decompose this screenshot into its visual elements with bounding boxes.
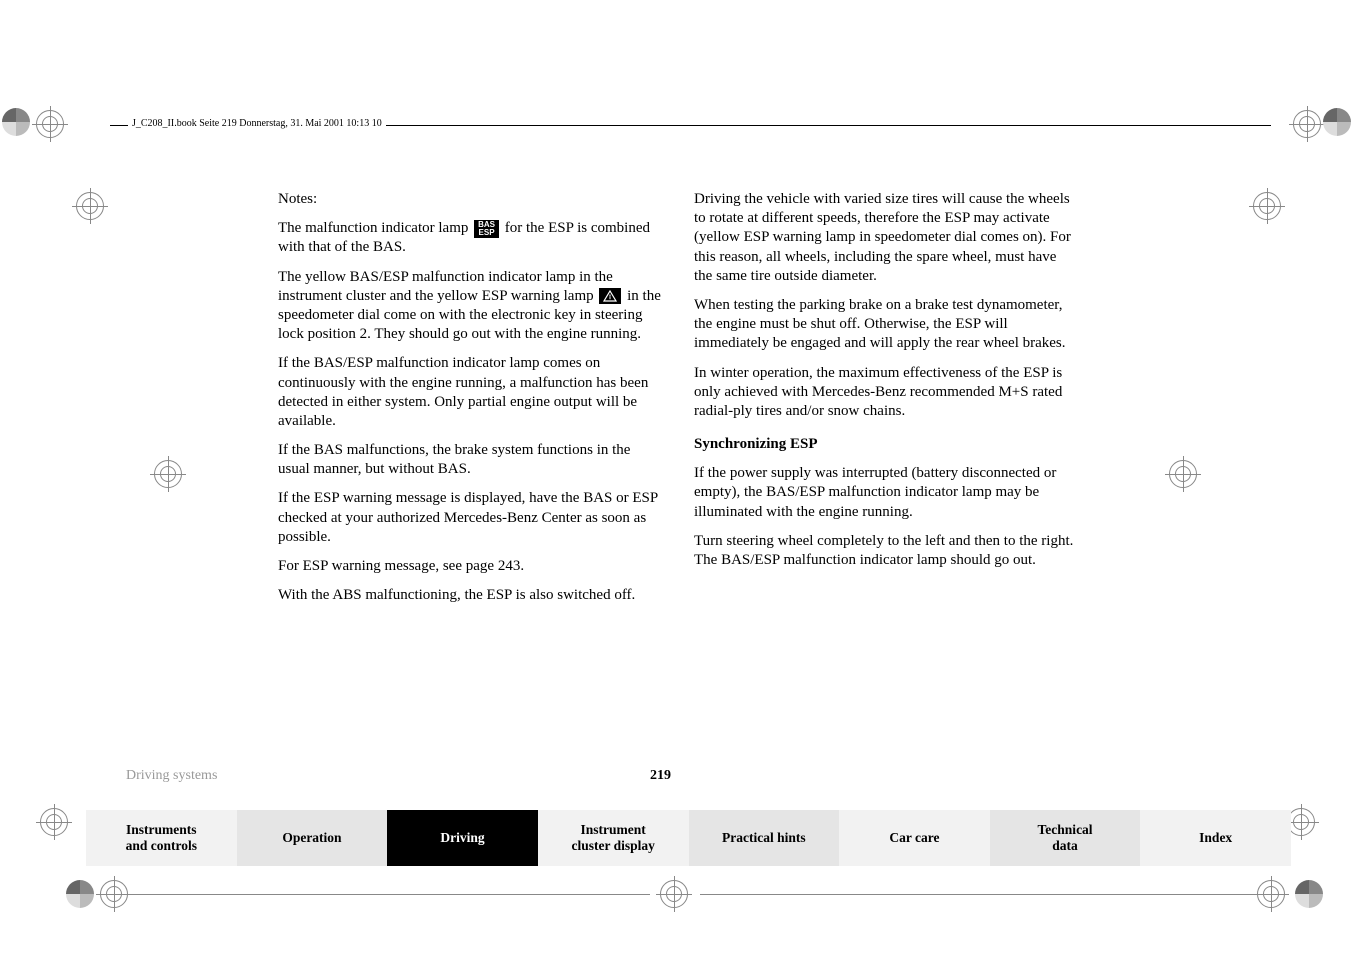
registration-mark xyxy=(40,808,68,836)
subheading: Synchronizing ESP xyxy=(694,435,1078,454)
crop-line xyxy=(700,894,1256,895)
registration-mark xyxy=(154,460,182,488)
notes-label: Notes: xyxy=(278,190,662,209)
paragraph: Turn steering wheel completely to the le… xyxy=(694,532,1078,570)
color-swatch-icon xyxy=(2,108,30,136)
tab-car-care[interactable]: Car care xyxy=(839,810,990,866)
paragraph: The malfunction indicator lamp BAS ESP f… xyxy=(278,219,662,257)
registration-mark xyxy=(1287,808,1315,836)
body-content: Notes: The malfunction indicator lamp BA… xyxy=(278,190,1078,615)
tab-index[interactable]: Index xyxy=(1140,810,1291,866)
paragraph: If the power supply was interrupted (bat… xyxy=(694,464,1078,522)
paragraph: The yellow BAS/ESP malfunction indicator… xyxy=(278,268,662,345)
header-meta: J_C208_II.book Seite 219 Donnerstag, 31.… xyxy=(128,118,386,129)
tab-instrument-cluster-display[interactable]: Instrumentcluster display xyxy=(538,810,689,866)
paragraph: If the ESP warning message is displayed,… xyxy=(278,489,662,547)
tab-practical-hints[interactable]: Practical hints xyxy=(689,810,840,866)
color-swatch-icon xyxy=(1295,880,1323,908)
paragraph: For ESP warning message, see page 243. xyxy=(278,557,662,576)
paragraph: If the BAS/ESP malfunction indicator lam… xyxy=(278,354,662,431)
page-number: 219 xyxy=(650,768,671,784)
nav-tabs: Instrumentsand controls Operation Drivin… xyxy=(86,810,1291,866)
paragraph: When testing the parking brake on a brak… xyxy=(694,296,1078,354)
registration-mark xyxy=(1253,192,1281,220)
bas-esp-icon: BAS ESP xyxy=(474,220,499,238)
registration-mark xyxy=(1257,880,1285,908)
section-title: Driving systems xyxy=(126,768,1291,784)
registration-mark xyxy=(1293,110,1321,138)
warning-triangle-icon xyxy=(599,288,621,304)
left-column: Notes: The malfunction indicator lamp BA… xyxy=(278,190,662,615)
registration-mark xyxy=(660,880,688,908)
color-swatch-icon xyxy=(66,880,94,908)
registration-mark xyxy=(100,880,128,908)
registration-mark xyxy=(36,110,64,138)
paragraph: In winter operation, the maximum effecti… xyxy=(694,364,1078,422)
paragraph: If the BAS malfunctions, the brake syste… xyxy=(278,441,662,479)
footer: Driving systems 219 Instrumentsand contr… xyxy=(86,768,1291,866)
tab-operation[interactable]: Operation xyxy=(237,810,388,866)
tab-instruments-and-controls[interactable]: Instrumentsand controls xyxy=(86,810,237,866)
color-swatch-icon xyxy=(1323,108,1351,136)
tab-technical-data[interactable]: Technicaldata xyxy=(990,810,1141,866)
registration-mark xyxy=(1169,460,1197,488)
registration-mark xyxy=(76,192,104,220)
crop-line xyxy=(130,894,650,895)
right-column: Driving the vehicle with varied size tir… xyxy=(694,190,1078,615)
paragraph: With the ABS malfunctioning, the ESP is … xyxy=(278,586,662,605)
tab-driving[interactable]: Driving xyxy=(387,810,538,866)
paragraph: Driving the vehicle with varied size tir… xyxy=(694,190,1078,286)
